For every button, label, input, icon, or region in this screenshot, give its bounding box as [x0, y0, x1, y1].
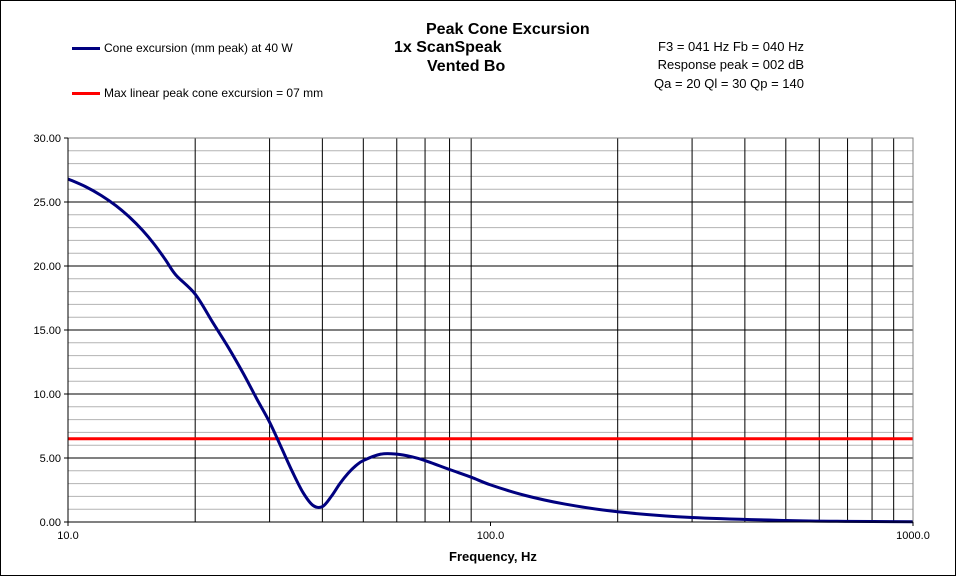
legend-swatch-cone-excursion — [72, 46, 100, 50]
y-tick-label: 5.00 — [40, 453, 61, 465]
x-tick-label: 1000.0 — [896, 530, 930, 542]
legend-swatch-max-linear — [72, 91, 100, 95]
y-tick-label: 15.00 — [33, 325, 61, 337]
y-tick-label: 20.00 — [33, 261, 61, 273]
legend-label-max-linear: Max linear peak cone excursion = 07 mm — [104, 86, 324, 100]
chart-subtitle-2: Vented Bo — [427, 58, 506, 75]
y-tick-label: 25.00 — [33, 197, 61, 209]
x-tick-label: 10.0 — [57, 530, 78, 542]
y-tick-label: 0.00 — [40, 517, 61, 529]
info-q-values: Qa = 20 Ql = 30 Qp = 140 — [654, 76, 804, 91]
info-f3-fb: F3 = 041 Hz Fb = 040 Hz — [658, 39, 804, 54]
legend-item-cone-excursion: Cone excursion (mm peak) at 40 W — [72, 41, 293, 55]
x-tick-label: 100.0 — [477, 530, 505, 542]
series-line-cone-excursion — [67, 177, 914, 524]
info-response-peak: Response peak = 002 dB — [657, 57, 804, 72]
legend-label-cone-excursion: Cone excursion (mm peak) at 40 W — [104, 41, 293, 55]
x-axis-label: Frequency, Hz — [449, 549, 537, 564]
chart-title: Peak Cone Excursion — [426, 21, 590, 38]
y-tick-label: 30.00 — [33, 133, 61, 145]
y-tick-label: 10.00 — [33, 389, 61, 401]
legend-item-max-linear: Max linear peak cone excursion = 07 mm — [72, 86, 323, 100]
axes: 0.00 5.00 10.00 15.00 20.00 25.00 30.00 10.0 100… — [33, 133, 929, 542]
grid-lines — [68, 137, 913, 523]
chart-subtitle-1: 1x ScanSpeak — [394, 39, 502, 56]
series-layer — [67, 177, 914, 524]
